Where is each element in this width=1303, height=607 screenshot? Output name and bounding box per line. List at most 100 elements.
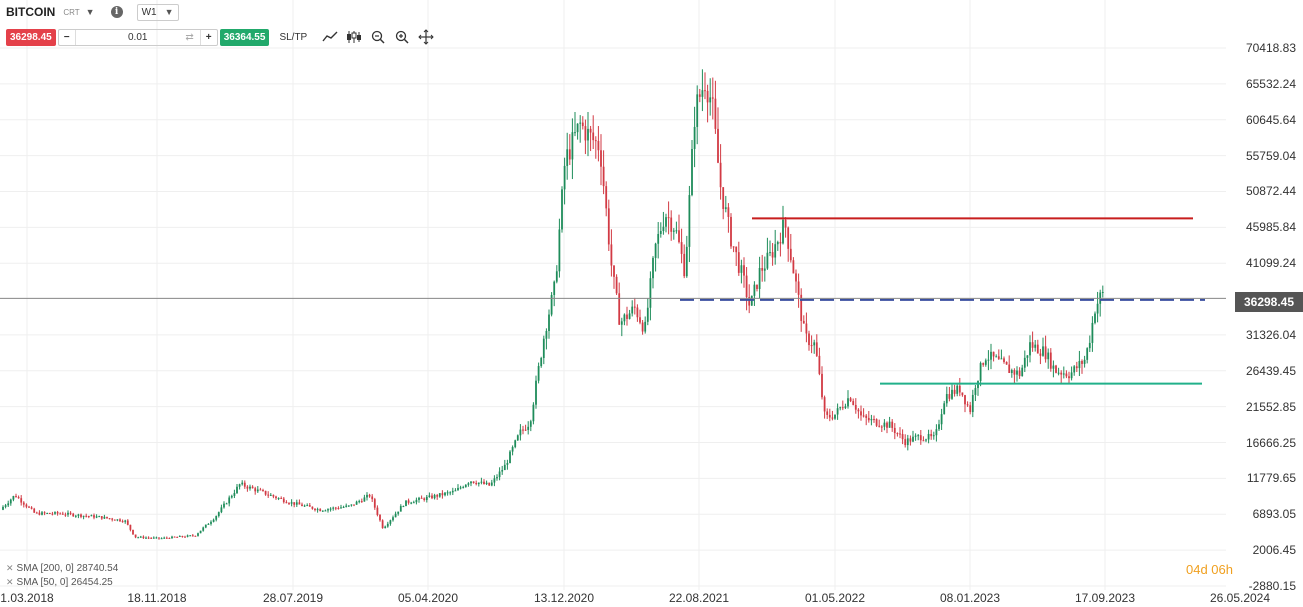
candle-body [158,537,160,539]
candle-body [483,481,485,485]
decrease-button[interactable]: − [63,31,70,43]
candle-body [324,510,327,512]
candle-body [509,451,511,464]
info-icon[interactable]: i [110,6,123,18]
candle-body [831,417,834,419]
candle-body [727,207,730,217]
quantity-stepper[interactable]: − 0.01 ⇄ + [57,28,218,46]
timeframe-value: W1 [141,6,157,18]
candle-body [529,421,532,427]
candle-body [711,97,714,99]
y-axis-label: 21552.85 [1245,399,1296,414]
candle-body [628,313,631,319]
zoom-out-icon[interactable] [367,28,389,46]
candle-body [345,505,348,507]
candle-body [688,195,691,247]
candle-body [537,366,540,381]
candle-body [259,489,262,491]
candle-body [243,482,246,487]
zoom-in-icon[interactable] [391,28,413,46]
candle-body [956,385,959,394]
crosshair-icon[interactable] [415,28,437,46]
candle-body [194,535,197,537]
candle-body [506,463,509,465]
sma-50-legend[interactable]: ✕ SMA [50, 0] 26454.25 [6,577,113,588]
candle-body [129,524,132,530]
candle-body [22,502,25,505]
candle-body [132,529,134,535]
candle-body [922,440,925,442]
x-axis-label: 17.09.2023 [1074,591,1136,605]
candle-body [329,508,332,510]
candle-body [246,486,249,489]
candle-body [308,505,311,507]
candle-body [386,523,389,527]
x-axis-label: 26.05.2024 [1209,591,1271,605]
candle-body [579,122,582,124]
candle-body [41,512,43,515]
buy-button[interactable]: 36364.55 [219,28,270,46]
sell-button[interactable]: 36298.45 [6,28,56,46]
line-chart-icon[interactable] [319,28,341,46]
candle-body [376,507,379,515]
candle-body [155,537,158,539]
candle-body [412,502,415,504]
candle-body [108,518,111,520]
candle-body [805,323,808,334]
candle-body [878,425,881,427]
increase-button[interactable]: + [205,31,212,43]
price-chart[interactable] [0,0,1226,590]
candle-body [347,505,350,507]
candle-body [748,297,751,306]
candlestick-icon[interactable] [343,28,365,46]
x-axis-label: 08.01.2023 [939,591,1001,605]
sma-200-legend[interactable]: ✕ SMA [200, 0] 28740.54 [6,563,118,574]
sltp-button[interactable]: SL/TP [279,31,308,43]
close-icon[interactable]: ✕ [6,563,14,573]
y-axis[interactable]: 70418.83 65532.24 60645.64 55759.04 50872.44… [1223,0,1303,593]
candle-body [355,501,358,505]
candle-body [990,351,992,360]
candle-body [568,149,571,160]
candle-body [459,487,462,489]
candle-body [753,284,756,296]
candle-body [228,497,231,504]
quantity-field[interactable]: 0.01 ⇄ [74,29,201,45]
candle-body [64,514,67,516]
candle-body [85,515,88,517]
candle-body [901,434,904,440]
candle-body [381,520,384,529]
candle-body [303,505,306,507]
candle-body [906,438,909,446]
symbol-dropdown-icon[interactable]: ▼ [85,7,95,17]
timeframe-select[interactable]: W1 ▼ [136,3,179,21]
candle-body [958,385,961,393]
candle-body [230,495,233,498]
candle-body [306,505,309,507]
candle-body [54,512,56,514]
candle-body [623,314,626,322]
candle-body [379,514,381,521]
swap-icon[interactable]: ⇄ [185,31,194,43]
candle-body [61,513,64,515]
candle-body [503,464,506,471]
candle-body [470,481,472,484]
candle-body [20,498,23,503]
candle-body [233,493,236,496]
candle-body [704,90,706,92]
candle-body [280,498,283,500]
symbol-name[interactable]: BITCOIN [6,5,56,19]
candle-body [256,489,259,492]
x-axis-label: 18.11.2018 [127,591,187,605]
candle-body [15,496,17,498]
candle-body [743,265,745,276]
candle-body [441,493,444,496]
candle-body [501,470,504,472]
candle-body [238,484,241,487]
candle-body [249,486,251,489]
candle-body [95,516,98,518]
candle-body [511,447,514,452]
candle-body [813,342,816,346]
y-axis-label: 6893.05 [1252,507,1296,522]
close-icon[interactable]: ✕ [6,577,14,587]
